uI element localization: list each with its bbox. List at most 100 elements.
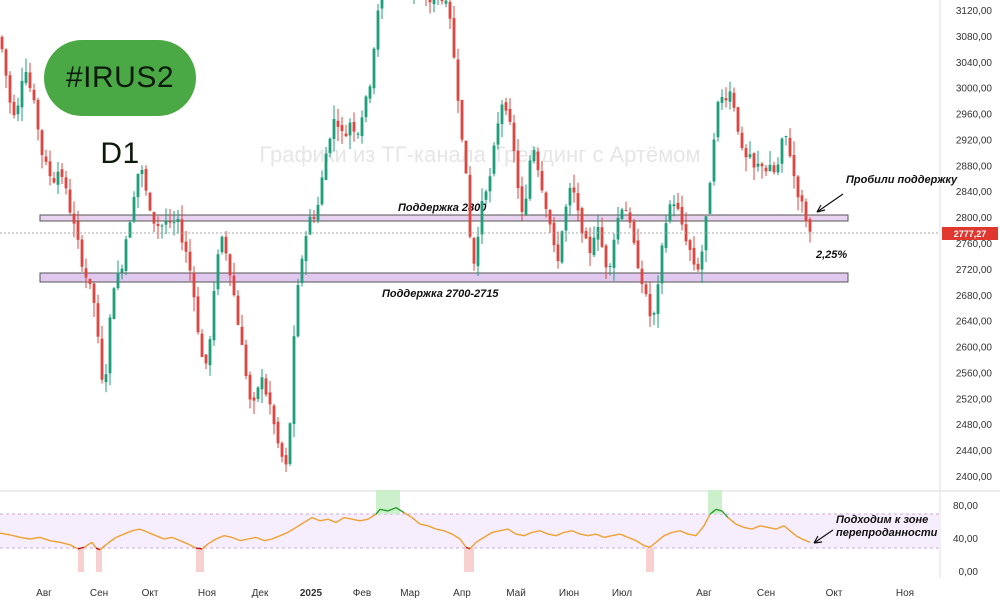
rsi-segment	[387, 507, 397, 512]
candle-body	[348, 122, 352, 136]
candle-body	[460, 100, 464, 140]
rsi-segment	[523, 531, 533, 537]
time-axis-tick: Сен	[757, 588, 775, 599]
price-axis-tick: 2440,00	[956, 446, 993, 457]
candle-body	[452, 18, 456, 58]
rsi-segment	[295, 521, 305, 529]
rsi-segment	[759, 525, 769, 529]
rsi-segment	[255, 536, 265, 542]
candle-body	[236, 295, 240, 325]
time-axis-tick: Окт	[142, 588, 159, 599]
candle-body	[764, 167, 768, 172]
time-axis-tick: Окт	[826, 588, 843, 599]
candle-body	[16, 105, 20, 115]
rsi-segment	[263, 538, 273, 542]
rsi-band	[0, 514, 940, 548]
candle-body	[216, 254, 220, 290]
rsi-segment	[767, 526, 777, 530]
candle-body	[544, 192, 548, 210]
candle-body	[104, 374, 108, 383]
candle-body	[96, 303, 100, 337]
candle-body	[136, 173, 140, 198]
candle-body	[432, 0, 436, 5]
support-band-2700-2715	[39, 272, 849, 283]
rsi-line	[0, 507, 811, 551]
rsi-segment	[451, 533, 461, 540]
candle-body	[684, 224, 688, 242]
rsi-segment	[721, 510, 729, 519]
time-axis-tick: Сен	[90, 588, 108, 599]
rsi-segment	[195, 547, 203, 550]
candle-body	[160, 225, 164, 227]
candle-body	[188, 251, 192, 271]
candle-body	[744, 148, 748, 158]
candle-body	[788, 137, 792, 157]
rsi-segment	[319, 518, 329, 522]
time-axis-tick: Ноя	[896, 588, 914, 599]
rsi-segment	[403, 512, 413, 519]
rsi-oversold-zone-4	[464, 548, 474, 572]
rsi-axis-tick: 0,00	[959, 567, 979, 578]
candle-body	[604, 245, 608, 268]
time-axis-tick: Дек	[252, 588, 269, 599]
rsi-segment	[77, 546, 85, 550]
candle-body	[708, 183, 712, 214]
candle-body	[196, 296, 200, 333]
candle-body	[140, 170, 144, 175]
rsi-segment	[69, 544, 79, 550]
price-axis-tick: 3080,00	[956, 32, 993, 43]
candle-body	[496, 123, 500, 145]
candle-body	[200, 333, 204, 357]
rsi-segment	[83, 541, 93, 548]
candle-body	[628, 212, 632, 223]
price-axis-tick: 2400,00	[956, 472, 993, 483]
rsi-segment	[801, 538, 811, 543]
rsi-overbought-zone-2	[708, 490, 722, 514]
time-axis-tick: Авг	[696, 588, 712, 599]
rsi-segment	[579, 533, 589, 537]
candle-body	[296, 285, 300, 337]
price-axis-tick: 2720,00	[956, 265, 993, 276]
time-axis-tick: Май	[506, 588, 526, 599]
candle-body	[564, 206, 568, 231]
candle-body	[428, 0, 432, 3]
candle-body	[464, 140, 468, 174]
rsi-segment	[359, 518, 369, 522]
rsi-segment	[303, 516, 313, 524]
support-label-2700-2715: Поддержка 2700-2715	[382, 288, 499, 300]
candle-body	[340, 125, 344, 132]
candle-body	[84, 268, 88, 278]
rsi-segment	[155, 535, 165, 540]
candle-body	[692, 247, 696, 265]
rsi-segment	[49, 539, 61, 543]
rsi-segment	[223, 535, 233, 539]
price-axis-tick: 2760,00	[956, 239, 993, 250]
candle-body	[208, 339, 212, 366]
candle-body	[612, 239, 616, 268]
candle-body	[488, 176, 492, 192]
candle-body	[492, 145, 496, 174]
candle-body	[284, 455, 288, 465]
candle-body	[780, 138, 784, 164]
candle-body	[312, 216, 316, 219]
candle-body	[660, 245, 664, 284]
candle-body	[468, 174, 472, 237]
rsi-segment	[427, 525, 437, 530]
rsi-segment	[367, 513, 377, 520]
rsi-oversold-zone-2	[96, 548, 102, 572]
candle-body	[712, 139, 716, 182]
rsi-segment	[619, 533, 629, 538]
candle-body	[120, 268, 124, 273]
candle-body	[244, 344, 248, 377]
rsi-segment	[59, 541, 71, 546]
candle-body	[568, 187, 572, 206]
rsi-axis: 80,00 40,00 0,00	[953, 501, 978, 578]
candle-body	[632, 221, 636, 243]
candle-body	[680, 207, 684, 225]
candle-body	[576, 193, 580, 211]
candle-body	[176, 218, 180, 222]
rsi-segment	[115, 533, 125, 538]
time-axis-tick: Апр	[453, 588, 471, 599]
rsi-segment	[715, 508, 723, 512]
